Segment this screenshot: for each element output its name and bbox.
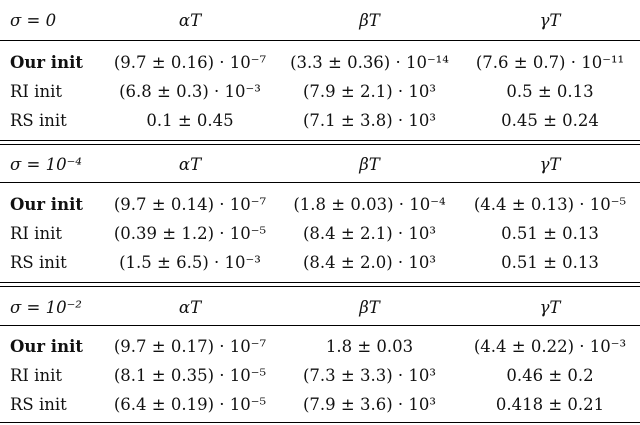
beta-value: (7.3 ± 3.3) · 10³	[302, 366, 436, 385]
alpha-value: (9.7 ± 0.14) · 10⁻⁷	[113, 195, 267, 214]
gamma-value: 0.51 ± 0.13	[501, 224, 599, 243]
alpha-value: (0.39 ± 1.2) · 10⁻⁵	[113, 224, 267, 243]
gamma-header: γT	[539, 155, 561, 174]
gamma-value: 0.418 ± 0.21	[495, 395, 605, 414]
section-separator	[0, 282, 640, 283]
header-rule	[0, 40, 640, 41]
method-label: RS init	[10, 111, 67, 130]
method-label: RS init	[10, 395, 67, 414]
method-label: RI init	[10, 224, 62, 243]
beta-value: (8.4 ± 2.0) · 10³	[302, 253, 436, 272]
alpha-value: (6.4 ± 0.19) · 10⁻⁵	[113, 395, 267, 414]
header-rule	[0, 325, 640, 326]
beta-value: 1.8 ± 0.03	[325, 337, 414, 356]
gamma-value: 0.51 ± 0.13	[501, 253, 599, 272]
gamma-value: (4.4 ± 0.22) · 10⁻³	[473, 337, 627, 356]
gamma-value: 0.46 ± 0.2	[506, 366, 594, 385]
beta-header: βT	[359, 298, 380, 317]
table-row: Our init (9.7 ± 0.14) · 10⁻⁷ (1.8 ± 0.03…	[0, 190, 640, 219]
table-row: RI init (0.39 ± 1.2) · 10⁻⁵ (8.4 ± 2.1) …	[0, 219, 640, 248]
beta-header: βT	[359, 11, 380, 30]
gamma-value: 0.45 ± 0.24	[501, 111, 599, 130]
gamma-header: γT	[539, 11, 561, 30]
table-row: RS init (6.4 ± 0.19) · 10⁻⁵ (7.9 ± 3.6) …	[0, 390, 640, 419]
section-1-header-row: σ = 0 αT βT γT	[0, 6, 640, 35]
header-rule	[0, 182, 640, 183]
table-row: Our init (9.7 ± 0.16) · 10⁻⁷ (3.3 ± 0.36…	[0, 48, 640, 77]
method-label: RS init	[10, 253, 67, 272]
alpha-header: αT	[178, 298, 202, 317]
section-separator	[0, 286, 640, 287]
alpha-value: (9.7 ± 0.16) · 10⁻⁷	[113, 53, 267, 72]
gamma-value: 0.5 ± 0.13	[506, 82, 594, 101]
table-row: RS init (1.5 ± 6.5) · 10⁻³ (8.4 ± 2.0) ·…	[0, 248, 640, 277]
sigma-label: σ = 10⁻⁴	[10, 155, 82, 174]
section-3-header-row: σ = 10⁻² αT βT γT	[0, 293, 640, 322]
beta-value: (8.4 ± 2.1) · 10³	[302, 224, 436, 243]
gamma-value: (4.4 ± 0.13) · 10⁻⁵	[473, 195, 627, 214]
table-row: RI init (6.8 ± 0.3) · 10⁻³ (7.9 ± 2.1) ·…	[0, 77, 640, 106]
alpha-value: (6.8 ± 0.3) · 10⁻³	[119, 82, 261, 101]
method-label: Our init	[10, 337, 83, 356]
table-row: Our init (9.7 ± 0.17) · 10⁻⁷ 1.8 ± 0.03 …	[0, 332, 640, 361]
alpha-value: 0.1 ± 0.45	[146, 111, 234, 130]
beta-value: (7.9 ± 3.6) · 10³	[302, 395, 436, 414]
method-label: Our init	[10, 195, 83, 214]
alpha-value: (8.1 ± 0.35) · 10⁻⁵	[113, 366, 267, 385]
table-row: RS init 0.1 ± 0.45 (7.1 ± 3.8) · 10³ 0.4…	[0, 106, 640, 135]
section-separator	[0, 140, 640, 141]
section-2-header-row: σ = 10⁻⁴ αT βT γT	[0, 150, 640, 179]
sigma-label: σ = 0	[10, 11, 57, 30]
beta-value: (7.9 ± 2.1) · 10³	[302, 82, 436, 101]
alpha-value: (1.5 ± 6.5) · 10⁻³	[119, 253, 261, 272]
alpha-value: (9.7 ± 0.17) · 10⁻⁷	[113, 337, 267, 356]
gamma-value: (7.6 ± 0.7) · 10⁻¹¹	[475, 53, 625, 72]
method-label: RI init	[10, 366, 62, 385]
sigma-label: σ = 10⁻²	[10, 298, 82, 317]
alpha-header: αT	[178, 155, 202, 174]
beta-value: (1.8 ± 0.03) · 10⁻⁴	[293, 195, 446, 214]
beta-header: βT	[359, 155, 380, 174]
bottom-rule	[0, 422, 640, 423]
beta-value: (3.3 ± 0.36) · 10⁻¹⁴	[290, 53, 449, 72]
method-label: Our init	[10, 53, 83, 72]
alpha-header: αT	[178, 11, 202, 30]
gamma-header: γT	[539, 298, 561, 317]
method-label: RI init	[10, 82, 62, 101]
beta-value: (7.1 ± 3.8) · 10³	[302, 111, 436, 130]
table-row: RI init (8.1 ± 0.35) · 10⁻⁵ (7.3 ± 3.3) …	[0, 361, 640, 390]
section-separator	[0, 144, 640, 145]
